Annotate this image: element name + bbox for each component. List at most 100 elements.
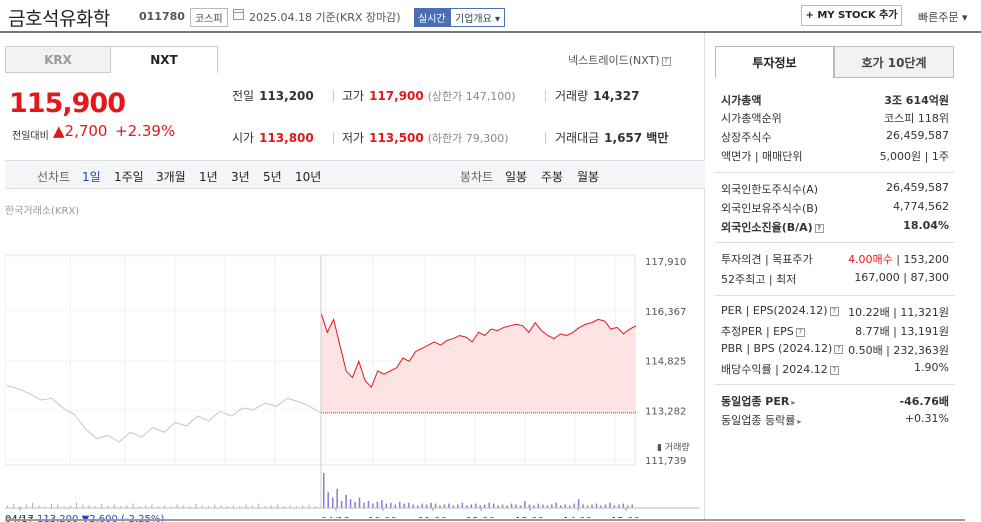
volume-bar — [358, 497, 361, 508]
volume-bar — [189, 506, 191, 508]
y-tick-label: 113,282 — [645, 406, 686, 417]
sector-per-row: 동일업종 PER ▸ -46.76배 — [721, 395, 949, 408]
x-tick-label: 14:00 — [563, 516, 592, 518]
help-icon[interactable]: ? — [829, 366, 839, 375]
period-1w[interactable]: 1주일 — [114, 170, 144, 184]
tab-order-book[interactable]: 호가 10단계 — [834, 46, 954, 78]
nxt-label: 넥스트레이드(NXT)? — [568, 52, 671, 68]
volume-bar — [214, 504, 216, 508]
volume-bar — [207, 506, 209, 508]
nxt-series-line — [320, 312, 637, 388]
period-1d[interactable]: 1일 — [82, 170, 101, 184]
volume-bar — [32, 502, 34, 508]
volume-bar — [283, 506, 285, 508]
help-icon[interactable]: ? — [814, 224, 824, 233]
help-icon[interactable]: ? — [795, 328, 805, 337]
volume-bar — [82, 504, 84, 508]
volume-bar — [461, 502, 464, 508]
volume-bar — [113, 504, 115, 508]
period-5y[interactable]: 5년 — [263, 170, 282, 184]
high-price: 고가 117,900 (상한가 147,100) — [342, 89, 516, 103]
volume-bar — [302, 505, 304, 508]
change-percent: +2.39% — [115, 122, 176, 140]
volume-bar — [483, 504, 486, 508]
volume-bar — [239, 506, 241, 508]
divider — [545, 132, 546, 144]
company-overview-button[interactable]: 기업개요 ▾ — [450, 8, 505, 27]
quote-chart-panel: KRX NXT 넥스트레이드(NXT)? 115,900 전일대비 ▲2,700… — [5, 33, 705, 522]
market-cap-rank-row: 시가총액순위 코스피 118위 — [721, 112, 949, 125]
chevron-right-icon[interactable]: ▸ — [797, 417, 802, 426]
realtime-button[interactable]: 실시간 — [414, 8, 450, 27]
low-price: 저가 113,500 (하한가 79,300) — [342, 131, 509, 145]
period-10y[interactable]: 10년 — [295, 170, 322, 184]
candle-chart-label[interactable]: 봉차트 — [460, 170, 494, 184]
volume-bar — [13, 503, 15, 508]
volume-bar — [50, 503, 52, 508]
volume-bar — [145, 505, 147, 508]
period-daily[interactable]: 일봉 — [505, 170, 528, 184]
volume-bar — [600, 505, 602, 508]
period-3y[interactable]: 3년 — [231, 170, 250, 184]
volume-bar — [176, 504, 178, 508]
volume-bar — [609, 502, 611, 508]
volume-bar — [582, 504, 584, 508]
volume-bar — [416, 505, 419, 508]
quick-order-button[interactable]: 빠른주문 ▾ — [918, 11, 968, 24]
volume-bar — [314, 506, 316, 508]
chevron-right-icon[interactable]: ▸ — [791, 398, 796, 407]
chart-control-bar: 선차트 1일 1주일 3개월 1년 3년 5년 10년 봉차트 일봉 주봉 월봉 — [5, 160, 705, 189]
volume-bar — [245, 504, 247, 508]
volume-bar — [421, 503, 423, 508]
volume-bar — [501, 504, 504, 508]
change-label: 전일대비 — [12, 131, 49, 142]
volume-bar — [331, 497, 334, 508]
volume-bar — [497, 505, 499, 508]
tab-nxt[interactable]: NXT — [110, 46, 218, 73]
period-weekly[interactable]: 주봉 — [541, 170, 564, 184]
divider — [715, 172, 955, 173]
volume-bar — [430, 502, 432, 508]
line-chart-label[interactable]: 선차트 — [37, 170, 71, 184]
volume-bar — [251, 505, 253, 508]
volume-bar — [492, 503, 495, 508]
volume-bar — [195, 503, 197, 508]
volume-bar — [345, 494, 347, 508]
volume-bar — [170, 506, 172, 508]
price-chart[interactable]: 117,910 116,367 114,825 113,282 111,739 04/17… — [5, 218, 700, 518]
volume-bar — [551, 504, 553, 508]
x-tick-label: 15:00 — [611, 516, 640, 518]
volume-bar — [591, 504, 593, 508]
period-monthly[interactable]: 월봉 — [577, 170, 600, 184]
tab-invest-info[interactable]: 투자정보 — [715, 46, 834, 78]
help-icon[interactable]: ? — [834, 345, 844, 354]
my-stock-add-button[interactable]: + MY STOCK 추가 — [801, 5, 902, 26]
volume-bar — [622, 503, 625, 508]
help-icon[interactable]: ? — [661, 57, 671, 66]
divider — [545, 90, 546, 102]
volume-bar — [372, 503, 374, 508]
volume-bar — [448, 503, 450, 508]
period-3m[interactable]: 3개월 — [156, 170, 186, 184]
x-tick-label: 04/18 — [321, 516, 350, 518]
tab-krx[interactable]: KRX — [5, 46, 110, 73]
volume-bar — [289, 505, 291, 508]
volume-bar — [277, 504, 279, 508]
sector-change-row: 동일업종 등락률 ▸ +0.31% — [721, 412, 949, 427]
prev-close: 전일 113,200 — [232, 89, 314, 103]
volume-bar — [586, 505, 589, 508]
help-icon[interactable]: ? — [829, 307, 839, 316]
volume-bar — [94, 506, 96, 508]
volume-bar — [270, 505, 272, 508]
volume-bar — [349, 499, 352, 508]
week52-row: 52주최고 | 최저 167,000 | 87,300 — [721, 271, 949, 286]
volume-bar — [19, 506, 21, 508]
volume-bar — [308, 504, 310, 508]
y-tick-label: 116,367 — [645, 307, 686, 318]
volume-bar — [568, 505, 571, 508]
volume-bar — [519, 505, 522, 508]
period-1y[interactable]: 1년 — [199, 170, 218, 184]
volume-bar — [164, 505, 165, 508]
volume-bar — [157, 506, 159, 508]
y-tick-label: 114,825 — [645, 357, 686, 368]
